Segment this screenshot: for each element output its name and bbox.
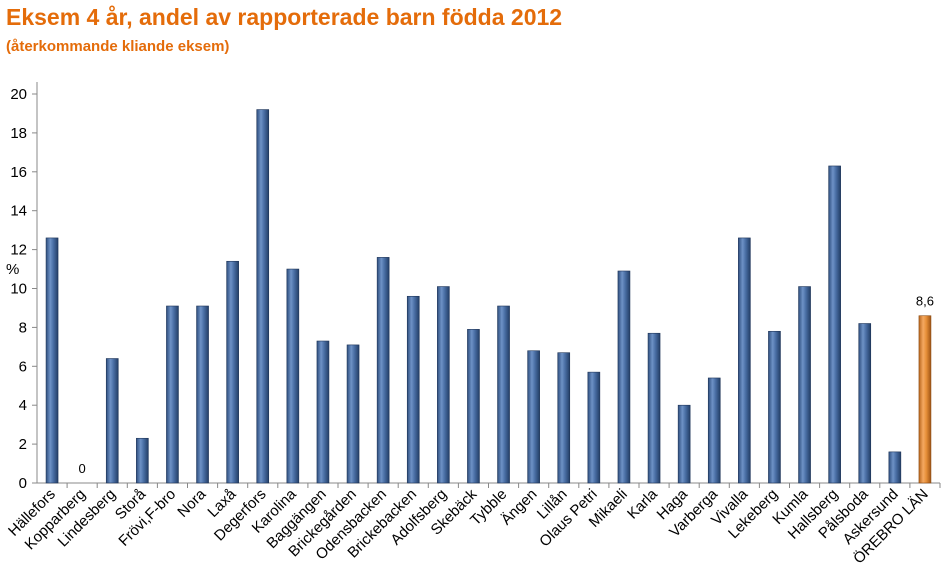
bar-23 xyxy=(738,237,751,484)
y-tick-label: 0 xyxy=(19,475,27,492)
bar-9 xyxy=(316,340,330,484)
bar-17 xyxy=(557,352,571,484)
bar-24 xyxy=(768,330,781,484)
data-label: 0 xyxy=(79,461,86,476)
x-tick-label: Nora xyxy=(174,485,209,520)
bar-8 xyxy=(286,268,300,484)
bar-16 xyxy=(527,350,540,484)
bar-28 xyxy=(888,451,902,484)
y-tick-label: 16 xyxy=(10,164,27,181)
y-tick-label: 14 xyxy=(10,203,27,220)
bar-27 xyxy=(858,323,872,484)
bar-5 xyxy=(196,305,209,484)
bar-6 xyxy=(226,260,239,484)
y-tick-label: 8 xyxy=(19,319,27,336)
bar-14 xyxy=(467,329,480,484)
data-label: 8,6 xyxy=(916,294,934,309)
bar-12 xyxy=(406,295,420,484)
bar-19 xyxy=(617,270,631,484)
bar-26 xyxy=(828,165,841,484)
bar-10 xyxy=(346,344,360,484)
bar-29 xyxy=(918,315,932,484)
y-axis-label: % xyxy=(6,261,19,278)
bar-3 xyxy=(136,437,149,484)
bar-18 xyxy=(587,371,601,484)
bar-20 xyxy=(647,332,661,484)
y-tick-label: 10 xyxy=(10,281,27,298)
x-tick-label: Karla xyxy=(624,485,661,522)
bar-2 xyxy=(105,358,119,484)
y-tick-label: 20 xyxy=(10,86,27,103)
y-tick-label: 2 xyxy=(19,436,27,453)
y-tick-label: 4 xyxy=(19,397,27,414)
bar-13 xyxy=(437,286,450,484)
bar-25 xyxy=(798,286,811,484)
bar-0 xyxy=(45,237,59,484)
bar-4 xyxy=(166,305,179,484)
chart-title: Eksem 4 år, andel av rapporterade barn f… xyxy=(6,4,563,30)
bar-15 xyxy=(497,305,510,484)
bar-21 xyxy=(677,404,691,484)
chart-subtitle: (återkommande kliande eksem) xyxy=(6,38,230,55)
bar-22 xyxy=(707,377,721,484)
bar-11 xyxy=(376,257,390,484)
y-tick-label: 18 xyxy=(10,125,27,142)
y-tick-label: 12 xyxy=(10,242,27,259)
bar-7 xyxy=(256,109,270,484)
y-tick-label: 6 xyxy=(19,358,27,375)
